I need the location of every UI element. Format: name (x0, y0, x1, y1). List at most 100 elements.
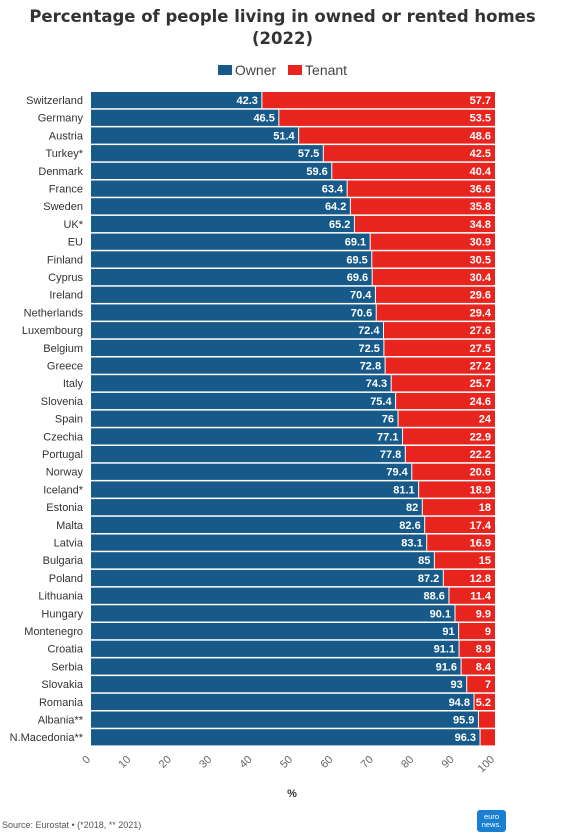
bar-owner-uk (91, 215, 355, 233)
bar-owner-belgium (91, 339, 384, 356)
bar-owner-slovakia (91, 676, 467, 693)
data-label-owner-greece: 72.8 (360, 361, 381, 373)
bar-tenant-serbia (461, 658, 495, 675)
category-label-greece: Greece (47, 361, 83, 373)
bar-owner-norway (91, 463, 412, 480)
bar-tenant-italy (391, 375, 495, 392)
bar-tenant-slovakia (466, 676, 495, 693)
category-label-albania: Albania** (38, 715, 84, 727)
bar-tenant-hungary (455, 605, 495, 622)
legend-item-tenant: Tenant (288, 62, 347, 78)
category-label-iceland: Iceland* (43, 484, 83, 496)
category-label-czechia: Czechia (43, 431, 84, 443)
bar-tenant-finland (371, 251, 495, 268)
data-label-tenant-estonia: 18 (479, 502, 491, 514)
bar-tenant-luxembourg (383, 322, 495, 339)
bar-owner-malta (91, 516, 425, 533)
data-label-owner-luxembourg: 72.4 (358, 325, 380, 337)
category-label-estonia: Estonia (46, 502, 84, 514)
bar-tenant-albania (478, 711, 495, 728)
bar-tenant-cyprus (372, 269, 495, 286)
bar-tenant-estonia (422, 499, 495, 516)
category-label-slovakia: Slovakia (41, 679, 83, 691)
data-label-tenant-uk: 34.8 (470, 219, 491, 231)
category-label-switzerland: Switzerland (26, 95, 83, 107)
data-label-owner-netherlands: 70.6 (351, 307, 372, 319)
bar-tenant-ireland (375, 286, 495, 303)
data-label-tenant-croatia: 8.9 (476, 644, 491, 656)
bar-owner-estonia (91, 499, 423, 516)
bar-tenant-eu (370, 233, 495, 250)
category-label-netherlands: Netherlands (24, 307, 84, 319)
x-tick-labels-group: 0 10 20 30 40 50 60 70 80 90 100 (80, 754, 497, 775)
data-label-tenant-serbia: 8.4 (476, 661, 492, 673)
data-label-owner-n-macedonia: 96.3 (455, 732, 476, 744)
source-note: Source: Eurostat • (*2018, ** 2021) (2, 820, 142, 830)
data-label-owner-czechia: 77.1 (377, 431, 398, 443)
bar-owner-switzerland (91, 92, 262, 109)
category-label-lithuania: Lithuania (38, 591, 84, 603)
bar-tenant-uk (354, 215, 495, 233)
bar-tenant-germany (278, 109, 495, 126)
data-label-tenant-finland: 30.5 (470, 254, 491, 266)
data-label-tenant-spain: 24 (479, 414, 492, 426)
data-label-owner-hungary: 90.1 (430, 608, 451, 620)
data-label-owner-finland: 69.5 (346, 254, 367, 266)
x-tick-label-10: 10 (116, 754, 133, 771)
bar-tenant-sweden (350, 198, 495, 215)
bar-tenant-portugal (405, 446, 495, 463)
category-label-spain: Spain (55, 414, 83, 426)
data-label-tenant-switzerland: 57.7 (470, 95, 491, 107)
bar-owner-bulgaria (91, 552, 435, 569)
category-label-slovenia: Slovenia (41, 396, 84, 408)
chart-title-line-1: Percentage of people living in owned or … (29, 7, 536, 26)
data-label-owner-serbia: 91.6 (436, 661, 457, 673)
data-label-owner-slovenia: 75.4 (370, 396, 392, 408)
x-tick-label-70: 70 (359, 754, 376, 771)
bar-tenant-norway (411, 463, 495, 480)
logo-text-line-1: euro (483, 812, 499, 821)
x-tick-label-30: 30 (197, 754, 214, 771)
data-label-tenant-belgium: 27.5 (470, 343, 491, 355)
category-label-france: France (49, 184, 83, 196)
x-axis-label: % (287, 788, 297, 800)
x-tick-label-90: 90 (440, 754, 457, 771)
bar-tenant-poland (443, 569, 495, 587)
data-label-owner-denmark: 59.6 (306, 166, 327, 178)
logo-text-line-2: news. (481, 820, 502, 829)
bar-tenant-latvia (426, 534, 495, 551)
data-label-owner-bulgaria: 85 (418, 555, 430, 567)
category-label-n-macedonia: N.Macedonia** (10, 732, 84, 744)
data-label-owner-uk: 65.2 (329, 219, 350, 231)
bar-tenant-czechia (402, 428, 495, 445)
x-tick-label-50: 50 (278, 754, 295, 771)
bar-owner-montenegro (91, 623, 459, 640)
category-label-turkey: Turkey* (46, 148, 84, 160)
bar-tenant-greece (385, 357, 495, 374)
data-label-owner-norway: 79.4 (386, 467, 408, 479)
data-label-owner-romania: 94.8 (449, 697, 470, 709)
category-label-cyprus: Cyprus (48, 272, 83, 284)
legend: Owner Tenant (0, 62, 565, 78)
category-labels-group: Switzerland Germany Austria Turkey* Denmark F… (10, 95, 84, 744)
data-label-tenant-latvia: 16.9 (470, 538, 491, 550)
legend-swatch-owner (217, 65, 232, 75)
data-label-owner-malta: 82.6 (399, 520, 420, 532)
euronews-logo: euro news. (477, 810, 506, 832)
bar-tenant-belgium (383, 339, 495, 356)
data-label-owner-latvia: 83.1 (401, 538, 422, 550)
category-label-ireland: Ireland (49, 290, 83, 302)
data-label-tenant-slovenia: 24.6 (470, 396, 491, 408)
bar-tenant-denmark (331, 162, 495, 179)
bar-owner-greece (91, 357, 386, 374)
category-label-latvia: Latvia (54, 538, 84, 550)
data-label-tenant-bulgaria: 15 (479, 555, 491, 567)
data-label-owner-albania: 95.9 (453, 715, 474, 727)
bar-tenant-switzerland (261, 92, 495, 109)
x-tick-label-0: 0 (80, 754, 93, 767)
data-label-tenant-lithuania: 11.4 (470, 591, 492, 603)
data-label-tenant-sweden: 35.8 (470, 201, 491, 213)
legend-swatch-tenant (288, 65, 303, 75)
data-label-tenant-norway: 20.6 (470, 467, 491, 479)
bar-owner-albania (91, 711, 479, 728)
